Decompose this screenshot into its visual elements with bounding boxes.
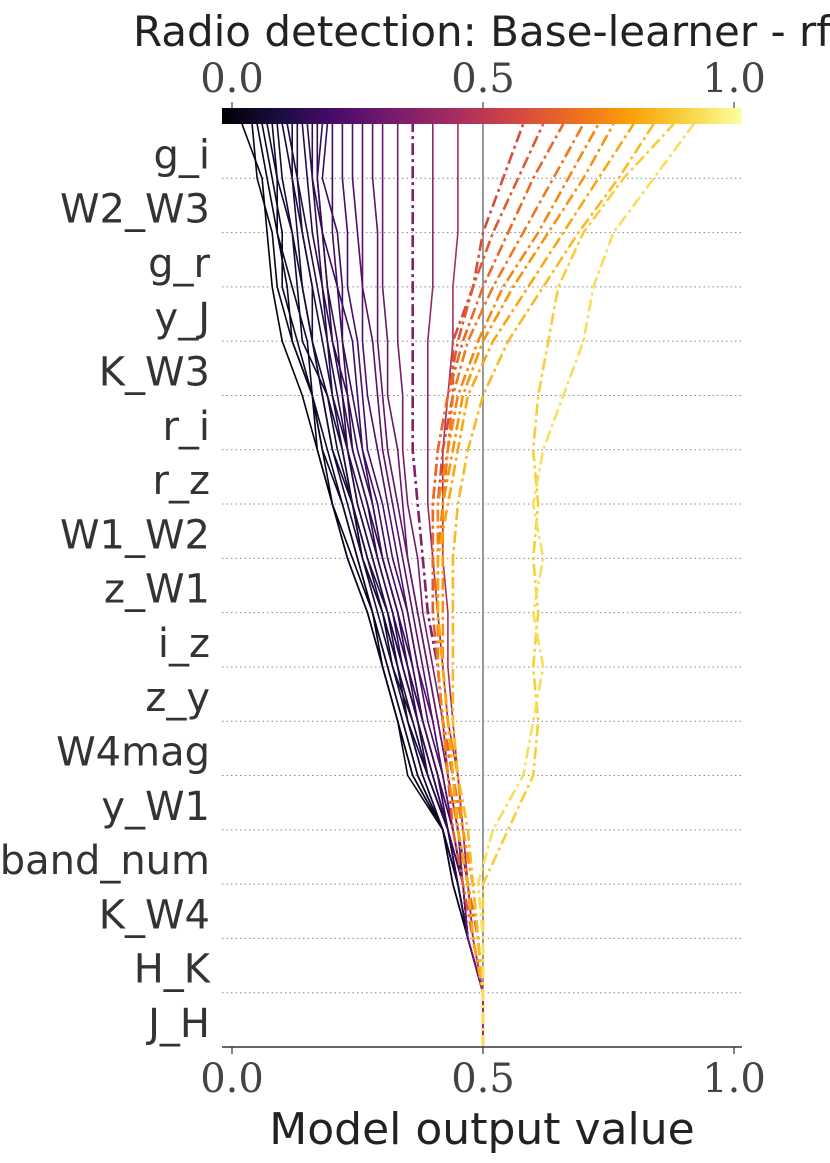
feature-label: i_z [158,621,210,667]
chart-title: Radio detection: Base-learner - rf [133,7,830,56]
colorbar-ticks: 0.0 0.5 1.0 [200,56,766,108]
feature-label: J_H [145,1001,210,1047]
decision-path-34 [451,123,655,1047]
feature-label: z_y [145,675,210,721]
decision-path-33 [436,123,635,1047]
feature-label: band_num [0,838,210,884]
feature-label: K_W3 [99,349,210,395]
feature-label: z_W1 [104,567,210,613]
decision-path-1 [251,123,484,1047]
feature-label: r_z [153,458,210,504]
grid-lines [222,177,742,994]
feature-label: W1_W2 [60,512,210,558]
x-tick-label: 0.0 [200,1056,264,1102]
feature-label: y_J [155,295,210,341]
feature-label: W4mag [56,730,210,776]
colorbar-tick-label: 1.0 [702,56,766,102]
feature-label: g_r [148,241,210,287]
feature-label: y_W1 [101,784,210,830]
x-tick-label: 1.0 [702,1056,766,1102]
decision-paths [241,123,695,1047]
x-axis-label: Model output value [269,1104,694,1155]
feature-label: K_W4 [99,892,210,938]
feature-label: H_K [134,947,212,993]
x-tick-label: 0.5 [451,1056,515,1102]
decision-path-11 [301,123,484,1047]
x-axis-ticks: 0.0 0.5 1.0 [200,1047,766,1102]
feature-label: W2_W3 [60,187,210,233]
colorbar-tick-label: 0.0 [200,56,264,102]
colorbar [222,108,742,124]
decision-path-35 [481,123,675,1047]
feature-label: g_i [153,132,210,178]
decision-path-28 [431,123,545,1047]
feature-labels: g_i W2_W3 g_r y_J K_W3 r_i r_z W1_W2 z_W1 i_z z_y W… [0,132,212,1047]
feature-label: r_i [162,404,210,450]
decision-path-36 [476,123,695,1047]
colorbar-tick-label: 0.5 [451,56,515,102]
